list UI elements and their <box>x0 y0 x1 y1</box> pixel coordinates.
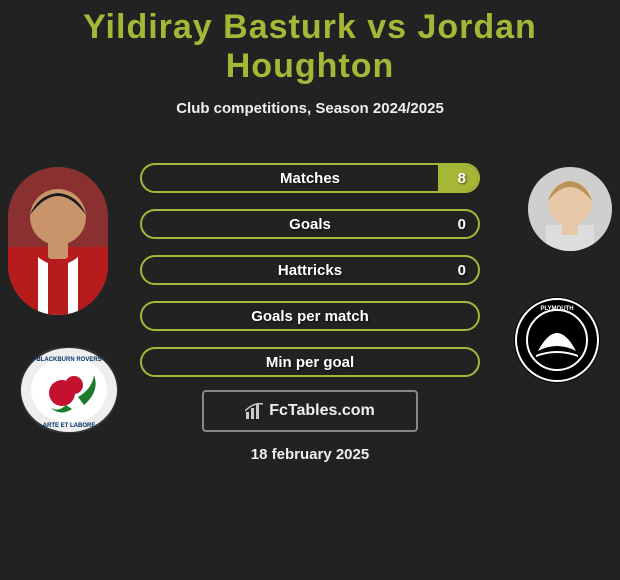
club-badge-left: BLACKBURN ROVERS ARTE ET LABORE <box>20 347 118 433</box>
stat-value-right: 8 <box>458 165 466 191</box>
date-text: 18 february 2025 <box>0 446 620 463</box>
player-right-portrait-icon <box>528 167 612 251</box>
stat-row: Min per goal <box>140 347 480 377</box>
svg-text:PLYMOUTH: PLYMOUTH <box>540 306 573 312</box>
bar-chart-icon <box>245 402 263 420</box>
club-badge-right: PLYMOUTH <box>514 297 600 383</box>
stat-row: Hattricks0 <box>140 255 480 285</box>
stat-value-right: 0 <box>458 257 466 283</box>
blackburn-badge-icon: BLACKBURN ROVERS ARTE ET LABORE <box>20 347 118 433</box>
stat-row: Matches8 <box>140 163 480 193</box>
stat-label: Hattricks <box>142 257 478 283</box>
stat-label: Goals per match <box>142 303 478 329</box>
fctables-logo: FcTables.com <box>202 390 418 432</box>
stat-label: Matches <box>142 165 478 191</box>
svg-text:ARTE ET LABORE: ARTE ET LABORE <box>43 423 96 429</box>
stat-row: Goals per match <box>140 301 480 331</box>
plymouth-badge-icon: PLYMOUTH <box>514 297 600 383</box>
stat-label: Min per goal <box>142 349 478 375</box>
subtitle: Club competitions, Season 2024/2025 <box>0 100 620 117</box>
svg-text:BLACKBURN ROVERS: BLACKBURN ROVERS <box>36 357 101 363</box>
logo-text: FcTables.com <box>269 402 375 420</box>
player-right-avatar <box>528 167 612 251</box>
player-left-portrait-icon <box>8 167 108 315</box>
player-left-avatar <box>8 167 108 315</box>
page-title: Yildiray Basturk vs Jordan Houghton <box>0 0 620 86</box>
stat-value-right: 0 <box>458 211 466 237</box>
stat-bars: Matches8Goals0Hattricks0Goals per matchM… <box>140 163 480 393</box>
stat-row: Goals0 <box>140 209 480 239</box>
stat-label: Goals <box>142 211 478 237</box>
